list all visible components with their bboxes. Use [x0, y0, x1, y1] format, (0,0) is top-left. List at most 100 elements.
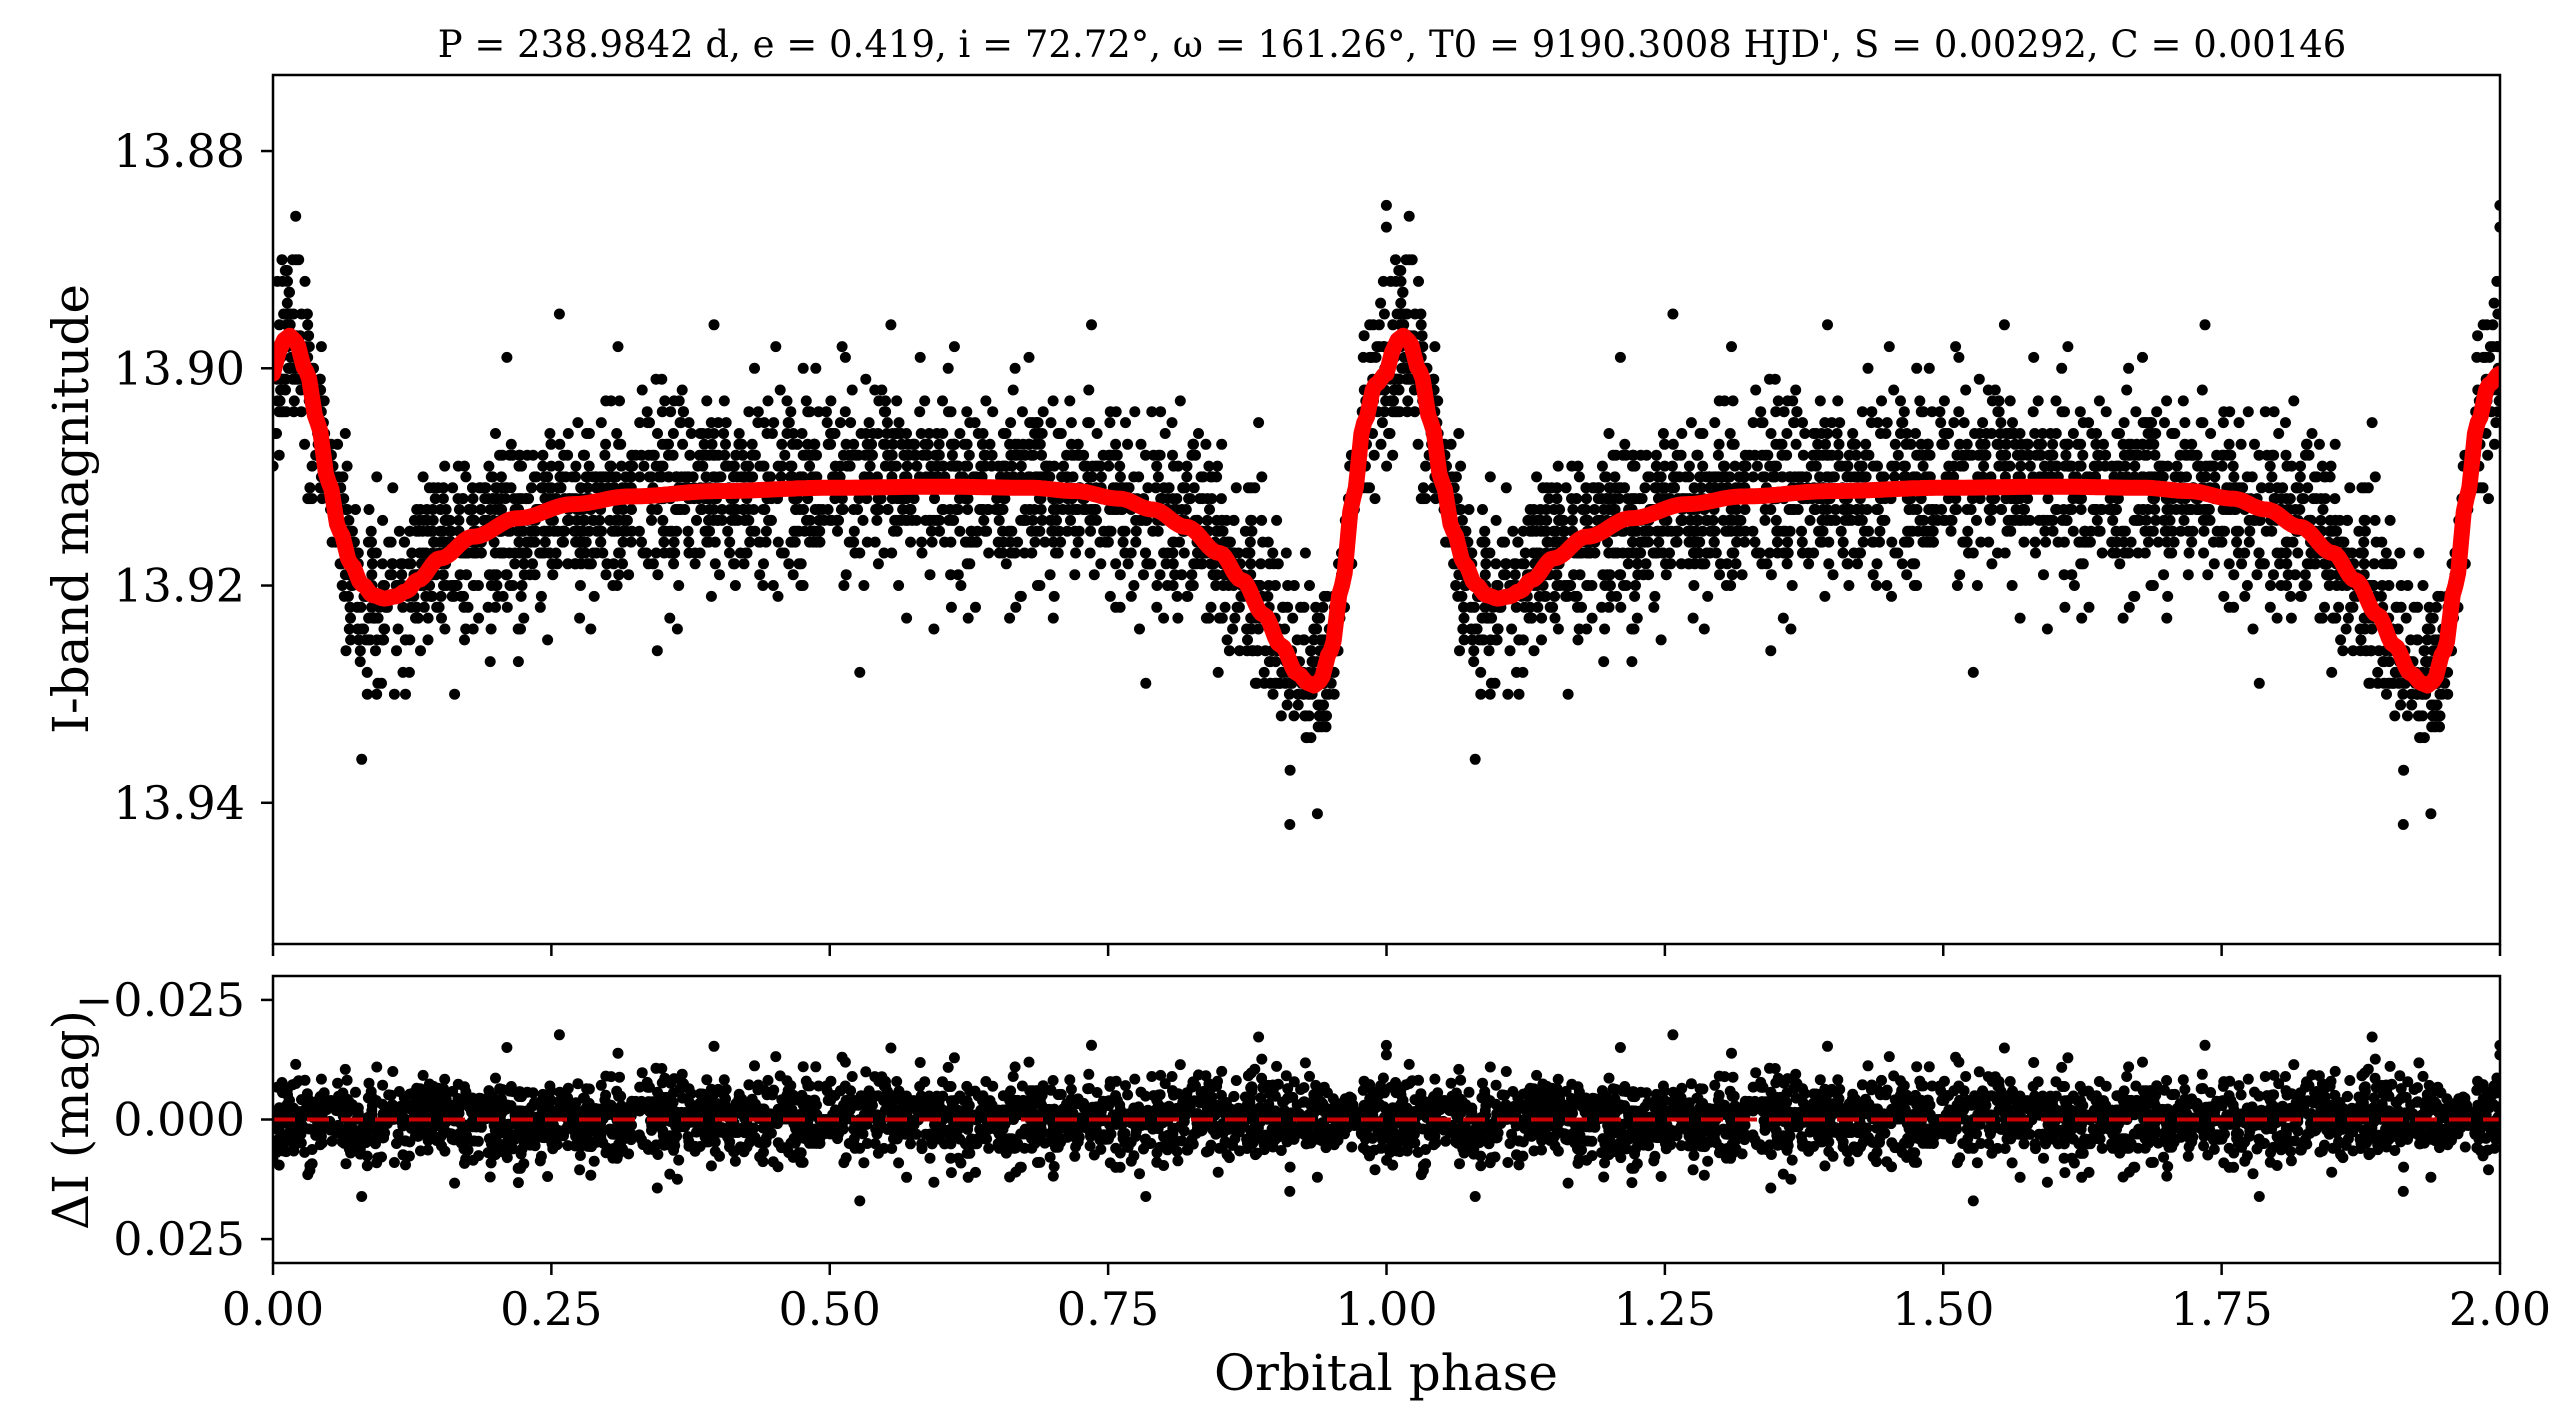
- data-point: [1697, 525, 1709, 537]
- data-point: [1278, 601, 1290, 613]
- data-point: [1227, 623, 1239, 635]
- data-point: [1000, 558, 1012, 570]
- data-point: [2490, 417, 2500, 429]
- residual-point: [762, 1074, 774, 1086]
- data-point: [2400, 612, 2412, 624]
- data-point: [785, 406, 797, 418]
- data-point: [1914, 395, 1926, 407]
- data-point: [1506, 623, 1518, 635]
- data-point: [1688, 580, 1700, 591]
- data-point: [2268, 406, 2280, 418]
- data-point: [2483, 493, 2494, 505]
- data-point: [647, 558, 659, 570]
- data-point: [1011, 449, 1023, 461]
- data-point: [735, 471, 747, 483]
- data-point: [1626, 656, 1638, 668]
- data-point: [2114, 558, 2126, 570]
- data-point: [1834, 417, 1846, 429]
- data-point: [1704, 471, 1716, 483]
- data-point: [2472, 330, 2484, 342]
- data-point: [1938, 395, 1950, 407]
- data-point: [1323, 688, 1335, 700]
- data-point: [544, 547, 555, 559]
- data-point: [1114, 601, 1126, 613]
- data-point: [1771, 536, 1783, 548]
- data-point: [1827, 569, 1839, 581]
- data-point: [2176, 504, 2188, 515]
- data-point: [781, 428, 793, 439]
- data-point: [1627, 460, 1638, 472]
- data-point: [1526, 612, 1538, 624]
- data-point: [365, 525, 377, 537]
- data-point: [2136, 438, 2148, 450]
- data-point: [581, 471, 593, 483]
- data-point: [1228, 514, 1240, 526]
- data-point: [722, 460, 734, 472]
- data-point: [1778, 406, 1790, 418]
- data-point: [577, 547, 589, 559]
- data-point: [880, 438, 891, 450]
- data-point: [1694, 428, 1706, 439]
- data-point: [807, 536, 819, 548]
- data-point: [581, 428, 593, 439]
- data-point: [767, 580, 779, 591]
- data-point: [1790, 438, 1802, 450]
- data-point: [515, 590, 527, 602]
- data-point: [923, 514, 935, 526]
- data-point: [1612, 547, 1623, 559]
- data-point: [518, 558, 530, 570]
- data-point: [2050, 395, 2062, 407]
- data-point: [1618, 580, 1629, 591]
- data-point: [790, 504, 802, 515]
- data-point: [1868, 536, 1880, 548]
- data-point: [804, 460, 816, 472]
- data-point: [2258, 558, 2270, 570]
- data-point: [1629, 590, 1641, 602]
- data-point: [844, 460, 856, 472]
- data-point: [781, 395, 793, 407]
- data-point: [1998, 319, 2010, 331]
- data-point: [1510, 601, 1522, 613]
- data-point: [1524, 504, 1536, 515]
- data-point: [641, 406, 653, 418]
- data-point: [2022, 438, 2034, 450]
- data-point: [2358, 514, 2370, 526]
- data-point: [969, 417, 981, 429]
- data-point: [1985, 504, 1996, 515]
- data-point: [1556, 514, 1568, 526]
- data-point: [2430, 601, 2442, 613]
- data-point: [638, 460, 650, 472]
- data-point: [1094, 536, 1106, 548]
- data-point: [1954, 438, 1966, 450]
- data-point: [1605, 493, 1617, 505]
- data-point: [457, 493, 469, 505]
- data-point: [762, 395, 774, 407]
- data-point: [1889, 471, 1900, 483]
- data-point: [624, 460, 636, 472]
- data-point: [1311, 612, 1323, 624]
- data-point: [2024, 460, 2036, 472]
- data-point: [783, 417, 795, 429]
- data-point: [1283, 688, 1295, 700]
- data-point: [714, 569, 725, 581]
- data-point: [1871, 558, 1883, 570]
- data-point: [962, 460, 974, 472]
- data-point: [674, 417, 686, 429]
- data-point: [337, 471, 349, 483]
- data-point: [1895, 428, 1906, 439]
- data-point: [893, 580, 905, 591]
- data-point: [1655, 471, 1667, 483]
- data-point: [2107, 547, 2119, 559]
- data-point: [574, 580, 586, 591]
- data-point: [2205, 428, 2217, 439]
- data-point: [1953, 406, 1965, 418]
- data-point: [2264, 601, 2276, 613]
- data-point: [339, 428, 351, 439]
- data-point: [836, 341, 848, 353]
- data-point: [1541, 514, 1553, 526]
- data-point: [1609, 471, 1621, 483]
- data-point: [1019, 504, 1031, 515]
- data-point: [2380, 547, 2392, 559]
- data-point: [343, 623, 355, 635]
